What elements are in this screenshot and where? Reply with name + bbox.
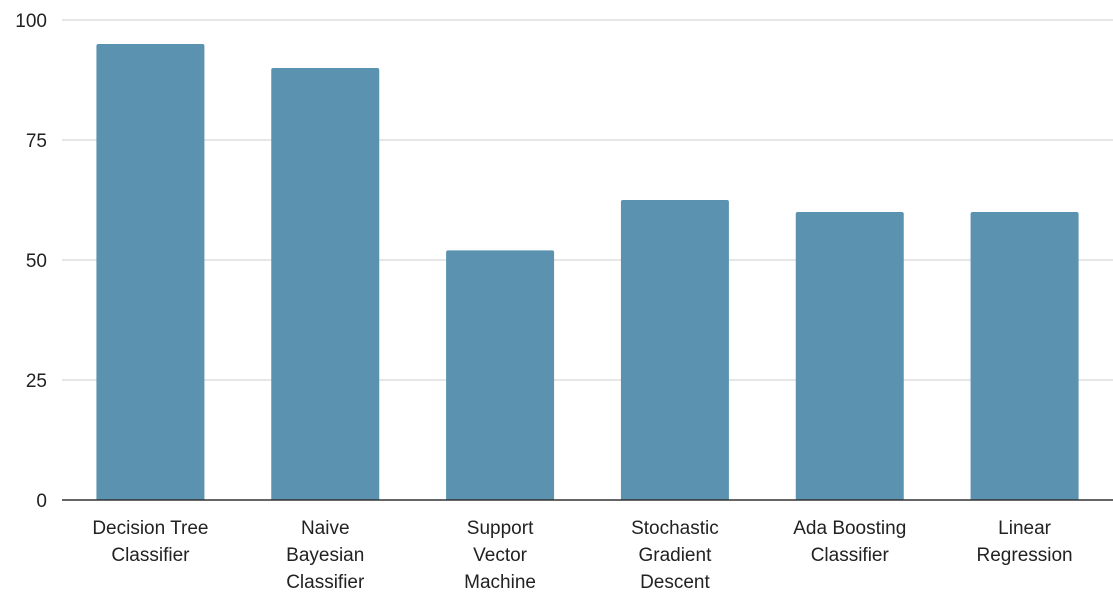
bar — [795, 212, 904, 500]
y-tick-label: 75 — [26, 131, 47, 152]
bar — [446, 250, 555, 500]
bars — [96, 44, 1079, 500]
y-tick-label: 50 — [26, 251, 47, 272]
bar — [620, 200, 729, 500]
y-tick-label: 25 — [26, 371, 47, 392]
x-tick-label: Linear Regression — [977, 518, 1073, 566]
y-axis-ticks: 0 25 50 75 100 — [15, 11, 47, 512]
y-tick-label: 100 — [15, 11, 47, 32]
bar — [970, 212, 1079, 500]
bar — [96, 44, 205, 500]
bar — [271, 68, 380, 500]
x-axis-labels: Decision Tree Classifier Naive Bayesian Clas… — [92, 518, 1072, 593]
x-tick-label: Ada Boosting Classifier — [793, 518, 906, 566]
x-tick-label: Naive Bayesian Classifier — [286, 518, 365, 593]
x-tick-label: Support Vector Machine — [464, 518, 536, 593]
x-tick-label: Decision Tree Classifier — [92, 518, 208, 566]
y-tick-label: 0 — [36, 491, 47, 512]
x-tick-label: Stochastic Gradient Descent — [631, 518, 719, 593]
gridlines — [62, 19, 1113, 381]
